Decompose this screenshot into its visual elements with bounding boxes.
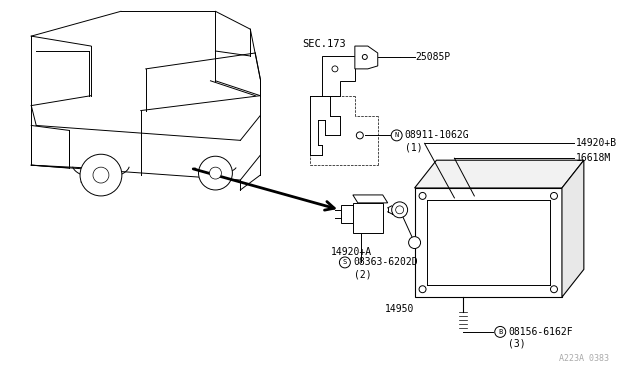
Text: (3): (3) — [508, 339, 526, 349]
Circle shape — [80, 154, 122, 196]
Text: 14920+B: 14920+B — [576, 138, 617, 148]
Circle shape — [362, 54, 367, 60]
Circle shape — [419, 286, 426, 293]
Polygon shape — [353, 195, 388, 203]
Text: 08363-6202D: 08363-6202D — [354, 257, 419, 267]
Circle shape — [339, 257, 350, 268]
Circle shape — [396, 206, 404, 214]
Polygon shape — [355, 46, 378, 69]
Text: B: B — [498, 329, 502, 335]
Text: (1): (1) — [404, 142, 422, 152]
Circle shape — [550, 286, 557, 293]
Circle shape — [332, 66, 338, 72]
Circle shape — [495, 327, 506, 337]
Polygon shape — [353, 203, 383, 232]
Circle shape — [550, 192, 557, 199]
Polygon shape — [322, 56, 370, 96]
Text: 25085P: 25085P — [415, 52, 451, 62]
Text: 14950: 14950 — [385, 304, 414, 314]
Text: 14920+A: 14920+A — [331, 247, 372, 257]
Text: 08911-1062G: 08911-1062G — [404, 130, 469, 140]
Circle shape — [419, 192, 426, 199]
Text: N: N — [394, 132, 399, 138]
Text: SEC.173: SEC.173 — [302, 39, 346, 49]
Circle shape — [209, 167, 221, 179]
Text: 16618M: 16618M — [576, 153, 611, 163]
Circle shape — [391, 130, 402, 141]
Text: S: S — [343, 259, 347, 266]
Circle shape — [356, 132, 364, 139]
Text: (2): (2) — [354, 269, 371, 279]
Text: A223A 0383: A223A 0383 — [559, 354, 609, 363]
Circle shape — [392, 202, 408, 218]
Polygon shape — [562, 160, 584, 297]
Polygon shape — [341, 205, 353, 223]
Polygon shape — [415, 160, 584, 188]
Bar — [415, 188, 562, 297]
Circle shape — [93, 167, 109, 183]
Text: 08156-6162F: 08156-6162F — [508, 327, 573, 337]
Circle shape — [408, 237, 420, 248]
Circle shape — [198, 156, 232, 190]
